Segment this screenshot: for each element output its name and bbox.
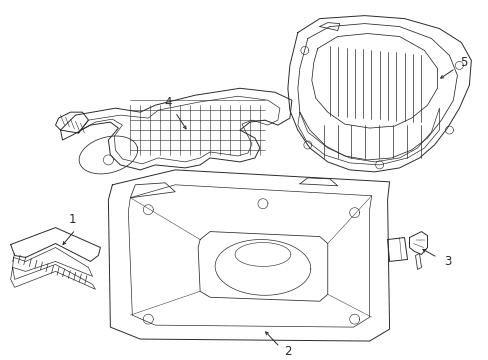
Text: 3: 3 (443, 255, 450, 268)
Text: 5: 5 (459, 56, 466, 69)
Text: 2: 2 (284, 345, 291, 357)
Text: 4: 4 (164, 96, 172, 109)
Text: 1: 1 (69, 213, 76, 226)
